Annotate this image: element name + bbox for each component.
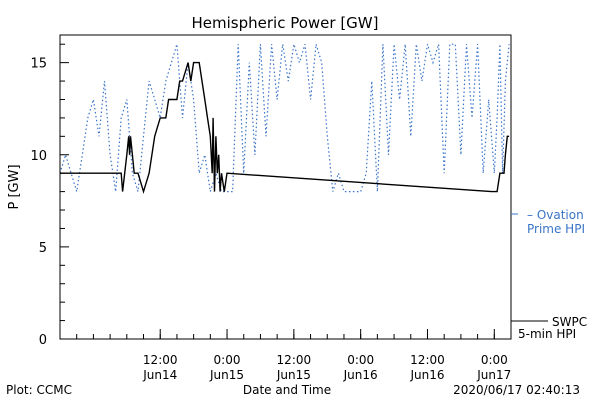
y-axis-label: P [GW] [7,164,22,209]
x-tick-label-date: Jun16 [409,368,444,382]
x-axis: 12:00Jun140:00Jun1512:00Jun150:00Jun1612… [59,329,512,382]
legend-ovation-line2: Prime HPI [527,222,585,236]
footer-axis-title: Date and Time [243,383,331,397]
y-tick-label: 10 [30,149,47,164]
y-tick-label: 0 [39,333,47,348]
chart-title: Hemispheric Power [GW] [192,14,379,32]
x-tick-label-date: Jun15 [276,368,311,382]
y-axis: 0 5 10 15 [30,43,69,348]
series-swpc-5min-hpi [60,61,510,195]
series-ovation-prime-hpi [59,43,510,193]
x-tick-label-time: 0:00 [214,353,241,367]
x-tick-label-date: Jun15 [209,368,244,382]
legend-swpc-line1: SWPC [552,315,587,329]
x-tick-label-time: 0:00 [347,353,374,367]
x-tick-label-date: Jun16 [343,368,378,382]
legend-ovation-line1: – Ovation [527,208,584,222]
x-tick-label-date: Jun17 [476,368,511,382]
footer-plot-credit: Plot: CCMC [6,383,72,397]
plot-frame [59,34,512,340]
x-tick-label-time: 12:00 [410,353,445,367]
y-tick-label: 5 [39,241,47,256]
x-tick-label-date: Jun14 [142,368,177,382]
legend-swpc-line2: 5-min HPI [518,327,576,341]
x-tick-label-time: 12:00 [277,353,312,367]
y-tick-label: 15 [30,57,47,72]
x-tick-label-time: 12:00 [143,353,178,367]
series-layer [59,43,510,195]
legend: – Ovation Prime HPI SWPC 5-min HPI [511,208,587,341]
x-tick-label-time: 0:00 [481,353,508,367]
footer-timestamp: 2020/06/17 02:40:13 [453,383,580,397]
